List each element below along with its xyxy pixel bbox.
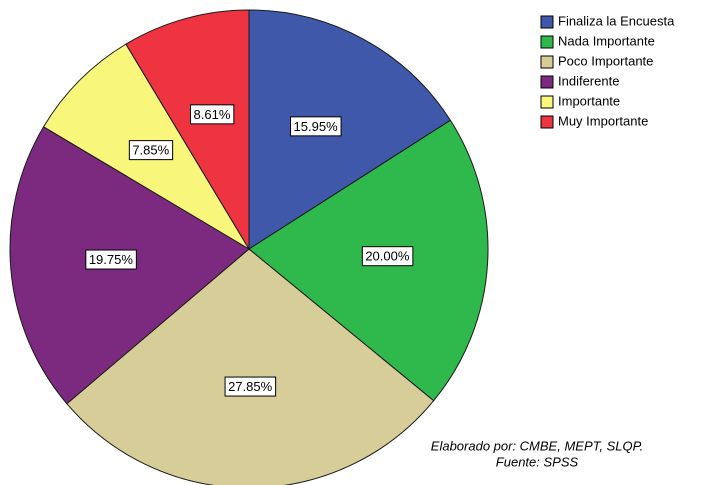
- legend-swatch: [540, 15, 554, 29]
- pie-slice: [248, 9, 452, 250]
- data-label-box: [290, 116, 342, 137]
- data-label-box: [361, 246, 414, 267]
- legend-swatch: [540, 95, 554, 109]
- legend-swatch: [540, 75, 554, 89]
- pie-slice: [125, 9, 250, 251]
- legend-swatch: [540, 115, 554, 129]
- data-label-box: [224, 376, 277, 397]
- data-label: 20.00%: [365, 249, 410, 264]
- data-label: 7.85%: [132, 143, 169, 158]
- pie: [9, 9, 489, 485]
- data-labels: 15.95% 20.00% 27.85% 19.75% 7.85% 8.61%: [85, 104, 414, 397]
- legend-label: Indiferente: [558, 73, 619, 88]
- data-label: 19.75%: [89, 252, 134, 267]
- data-label-box: [128, 140, 174, 161]
- data-label: 15.95%: [294, 119, 339, 134]
- data-label-box: [190, 104, 235, 125]
- legend-swatch: [540, 35, 554, 49]
- legend-label: Poco Importante: [558, 53, 653, 68]
- annotation: Elaborado por: CMBE, MEPT, SLQP.: [431, 438, 643, 453]
- data-label: 27.85%: [228, 379, 273, 394]
- legend: Finaliza la Encuesta Nada Importante Poco …: [540, 13, 675, 129]
- data-label: 8.61%: [194, 107, 231, 122]
- legend-label: Importante: [558, 93, 620, 108]
- data-label-box: [85, 249, 137, 270]
- annotation: Fuente: SPSS: [496, 454, 579, 469]
- pie-slice: [66, 248, 435, 485]
- legend-label: Finaliza la Encuesta: [558, 13, 675, 28]
- legend-label: Muy Importante: [558, 113, 648, 128]
- legend-label: Nada Importante: [558, 33, 655, 48]
- legend-swatch: [540, 55, 554, 69]
